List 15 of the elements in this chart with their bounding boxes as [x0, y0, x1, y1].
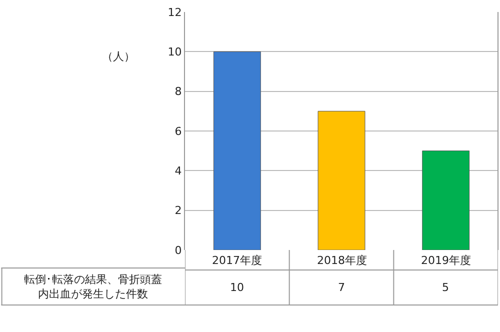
- data-label: 10: [230, 281, 244, 294]
- text: 転倒･転落の結果、骨折頭蓋内出血が発生した件数: [24, 273, 162, 300]
- data-label: 7: [338, 281, 345, 294]
- y-tick-label: 4: [174, 164, 182, 178]
- y-tick-label: 0: [174, 244, 182, 257]
- y-tick-label: 8: [174, 85, 182, 98]
- y-tick-label: 2: [174, 204, 182, 218]
- x-tick-label: 2019年度: [421, 254, 471, 267]
- y-tick-label: 6: [174, 124, 182, 138]
- y-tick-label: 12: [168, 6, 182, 19]
- x-tick-label: 2018年度: [317, 254, 367, 267]
- y-tick-label: 10: [168, 46, 182, 59]
- data-label: 5: [442, 281, 449, 294]
- x-tick-label: 2017年度: [212, 254, 262, 267]
- y-axis-title: （人）: [102, 50, 135, 63]
